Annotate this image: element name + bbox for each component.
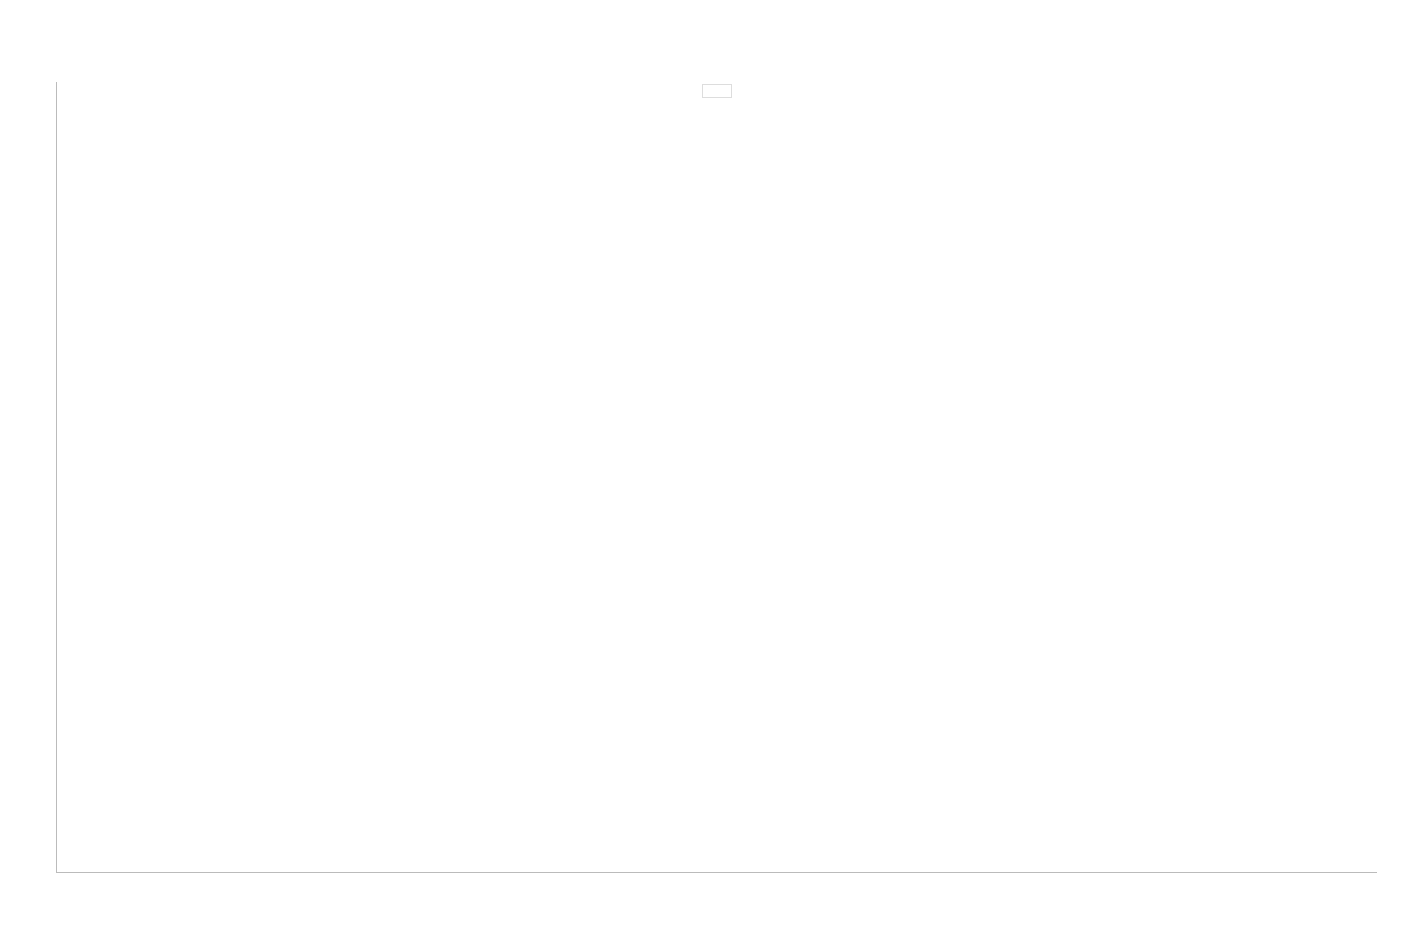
chart-container bbox=[20, 82, 1386, 902]
legend-stats bbox=[702, 84, 732, 98]
plot-area bbox=[56, 82, 1377, 873]
